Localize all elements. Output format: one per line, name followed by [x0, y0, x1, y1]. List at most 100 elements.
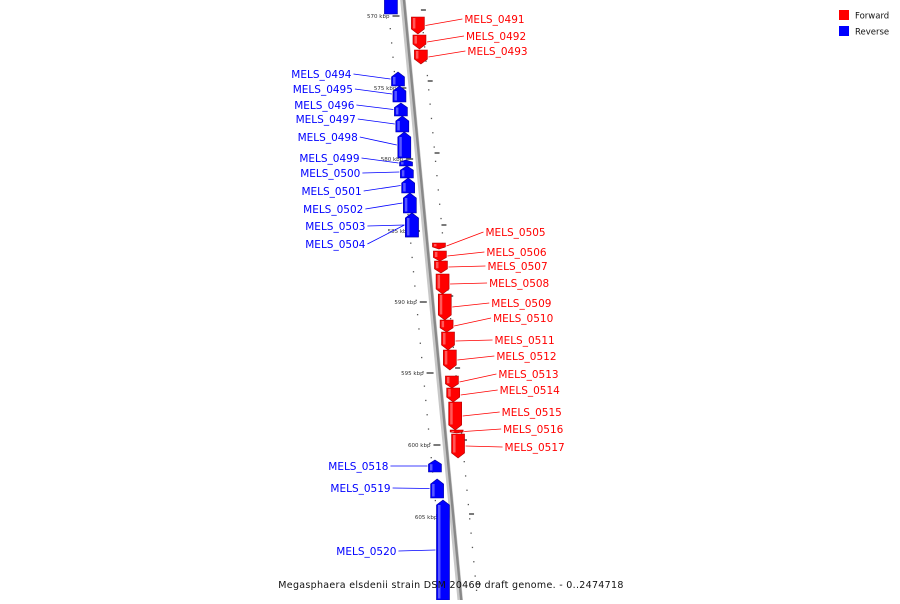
gene-mels-0518[interactable]: [428, 459, 442, 473]
gene-label[interactable]: MELS_0511: [495, 335, 555, 347]
gene-label[interactable]: MELS_0493: [467, 46, 527, 58]
gene-arrow[interactable]: [397, 131, 412, 159]
label-leader: [398, 549, 436, 552]
gene-label[interactable]: MELS_0508: [489, 278, 549, 290]
gene-mels-0499[interactable]: [399, 159, 413, 167]
gene-mels-0516[interactable]: [449, 429, 464, 434]
gene-label[interactable]: MELS_0507: [487, 261, 547, 273]
gene-label[interactable]: MELS_0505: [485, 227, 545, 239]
gene-arrow[interactable]: [428, 459, 442, 473]
minor-tick: [430, 457, 432, 459]
gene-mels-0519[interactable]: [430, 478, 444, 499]
gene-label[interactable]: MELS_0502: [303, 204, 363, 216]
minor-tick: [429, 442, 431, 444]
gene-label[interactable]: MELS_0504: [305, 239, 365, 251]
gene-mels-0515[interactable]: [448, 401, 462, 431]
gene-arrow[interactable]: [384, 0, 398, 15]
gene-mels-0512[interactable]: [443, 349, 457, 371]
gene-mels-0492[interactable]: [412, 34, 427, 50]
gene-label[interactable]: MELS_0494: [291, 69, 351, 81]
gene-label[interactable]: MELS_0495: [293, 84, 353, 96]
gene-mels-0510[interactable]: [439, 319, 454, 333]
gene-label[interactable]: MELS_0497: [296, 114, 356, 126]
gene-mels-0505[interactable]: [432, 242, 446, 250]
gene-mels-0509[interactable]: [437, 293, 452, 321]
gene-mels-0498[interactable]: [397, 131, 412, 159]
gene-mels-0506[interactable]: [433, 250, 447, 262]
gene-label[interactable]: MELS_0514: [500, 385, 560, 397]
gene-mels-0495[interactable]: [392, 85, 407, 103]
gene-arrow[interactable]: [446, 387, 460, 403]
gene-arrow[interactable]: [433, 250, 447, 262]
gene-mels-0511[interactable]: [441, 331, 455, 351]
gene-label[interactable]: MELS_0516: [503, 424, 563, 436]
gene-label[interactable]: MELS_0500: [300, 168, 360, 180]
minor-tick: [433, 146, 435, 148]
gene-label[interactable]: MELS_0499: [299, 153, 359, 165]
gene-arrow[interactable]: [394, 102, 408, 117]
gene-label[interactable]: MELS_0520: [336, 546, 396, 558]
gene-arrow[interactable]: [403, 192, 417, 214]
gene-arrow[interactable]: [412, 34, 427, 50]
gene-mels-0501[interactable]: [401, 177, 415, 194]
gene-arrow[interactable]: [449, 429, 464, 434]
gene-label[interactable]: MELS_0506: [486, 247, 546, 259]
gene-label[interactable]: MELS_0513: [498, 369, 558, 381]
gene-arrow[interactable]: [441, 331, 455, 351]
gene-arrow[interactable]: [401, 177, 415, 194]
gene-arrow[interactable]: [432, 242, 446, 250]
gene-label[interactable]: MELS_0503: [305, 221, 365, 233]
gene-arrow-shade: [441, 321, 445, 328]
gene-arrow[interactable]: [430, 478, 444, 499]
gene-mels-0500[interactable]: [400, 165, 414, 179]
gene-mels-0508[interactable]: [435, 273, 450, 295]
gene-arrow[interactable]: [448, 401, 462, 431]
gene-label[interactable]: MELS_0491: [464, 14, 524, 26]
gene-arrow-shade: [401, 170, 405, 177]
gene-mels-0493[interactable]: [414, 49, 428, 65]
gene-label[interactable]: MELS_0496: [294, 100, 354, 112]
minor-tick: [434, 499, 436, 502]
gene-mels-0496[interactable]: [394, 102, 408, 117]
gene-arrow[interactable]: [443, 349, 457, 371]
gene-label[interactable]: MELS_0501: [301, 186, 361, 198]
gene-label[interactable]: MELS_0518: [328, 461, 388, 473]
gene-label[interactable]: MELS_0509: [491, 298, 551, 310]
gene-label[interactable]: MELS_0519: [330, 483, 390, 495]
gene-arrow[interactable]: [411, 16, 425, 35]
gene-arrow[interactable]: [435, 273, 450, 295]
gene-mels-0513[interactable]: [445, 375, 459, 389]
gene-arrow[interactable]: [445, 375, 459, 389]
gene-mels-0517[interactable]: [451, 433, 465, 459]
gene-label[interactable]: MELS_0517: [505, 442, 565, 454]
gene-mels-0514[interactable]: [446, 387, 460, 403]
gene-arrow[interactable]: [439, 319, 454, 333]
gene-arrow[interactable]: [437, 293, 452, 321]
gene-mels-0497[interactable]: [395, 115, 410, 133]
minor-tick: [390, 42, 393, 44]
gene-mels-0502[interactable]: [403, 192, 417, 214]
gene-label[interactable]: MELS_0515: [502, 407, 562, 419]
gene-partial-top[interactable]: [384, 0, 398, 15]
gene-arrow[interactable]: [414, 49, 428, 65]
gene-arrow-shade: [435, 262, 439, 269]
gene-arrow[interactable]: [400, 165, 414, 179]
gene-mels-0494[interactable]: [391, 71, 405, 87]
gene-mels-0504[interactable]: [405, 212, 419, 238]
gene-arrow[interactable]: [405, 212, 419, 238]
gene-label[interactable]: MELS_0498: [298, 132, 358, 144]
gene-label[interactable]: MELS_0510: [493, 313, 553, 325]
gene-arrow-shade: [401, 162, 404, 165]
gene-arrow[interactable]: [451, 433, 465, 459]
gene-label[interactable]: MELS_0492: [466, 31, 526, 43]
gene-mels-0507[interactable]: [434, 260, 448, 274]
gene-label[interactable]: MELS_0512: [496, 351, 556, 363]
gene-arrow[interactable]: [434, 260, 448, 274]
gene-arrow-shade: [450, 403, 453, 425]
gene-arrow[interactable]: [391, 71, 405, 87]
gene-mels-0491[interactable]: [411, 16, 425, 35]
gene-arrow[interactable]: [392, 85, 407, 103]
gene-arrow[interactable]: [395, 115, 410, 133]
gene-arrow[interactable]: [399, 159, 413, 167]
